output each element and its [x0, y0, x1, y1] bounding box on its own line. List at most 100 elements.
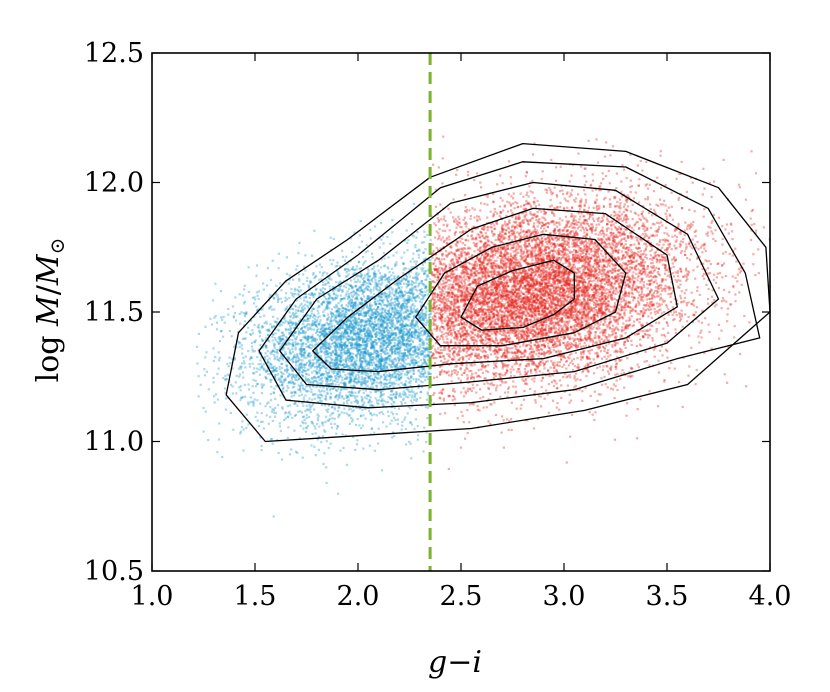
scatter-point — [402, 326, 405, 329]
scatter-point — [377, 269, 380, 272]
scatter-point — [361, 380, 364, 384]
scatter-point — [412, 292, 415, 295]
scatter-point — [403, 344, 406, 347]
scatter-point — [356, 344, 359, 347]
scatter-point — [399, 328, 402, 331]
scatter-point — [300, 328, 303, 331]
scatter-point — [327, 353, 330, 356]
scatter-point — [376, 324, 379, 327]
scatter-point — [313, 339, 316, 342]
scatter-point — [338, 328, 341, 331]
scatter-point — [395, 394, 398, 397]
scatter-point — [412, 335, 415, 338]
scatter-point — [327, 300, 330, 303]
scatter-point — [327, 345, 330, 348]
scatter-point — [379, 359, 383, 362]
scatter-point — [382, 332, 385, 335]
scatter-point — [365, 370, 368, 374]
scatter-point — [321, 329, 324, 332]
scatter-point — [417, 364, 420, 368]
scatter-point — [355, 265, 358, 268]
scatter-point — [310, 343, 313, 346]
scatter-point — [334, 342, 337, 345]
scatter-point — [348, 352, 352, 355]
scatter-point — [423, 294, 426, 297]
scatter-point — [408, 344, 411, 347]
scatter-point — [371, 364, 374, 367]
scatter-point — [390, 313, 393, 316]
scatter-point — [415, 330, 418, 333]
scatter-point — [399, 342, 402, 345]
scatter-point — [318, 323, 321, 326]
scatter-point — [391, 316, 394, 319]
scatter-point — [382, 335, 386, 338]
scatter-point — [369, 316, 373, 319]
scatter-point — [232, 316, 235, 319]
scatter-point — [342, 359, 345, 362]
scatter-point — [414, 288, 417, 291]
scatter-point — [304, 314, 307, 318]
scatter-point — [367, 352, 370, 355]
scatter-point — [321, 291, 324, 294]
scatter-point — [294, 374, 297, 377]
scatter-point — [380, 274, 383, 277]
scatter-point — [403, 338, 406, 342]
scatter-point — [315, 338, 318, 341]
scatter-point — [333, 386, 336, 389]
scatter-point — [355, 312, 359, 315]
scatter-point — [417, 314, 420, 317]
scatter-point — [316, 413, 319, 416]
scatter-point — [375, 414, 378, 417]
scatter-point — [336, 345, 339, 348]
scatter-point — [318, 321, 321, 324]
scatter-point — [414, 246, 417, 249]
scatter-point — [415, 271, 418, 274]
scatter-point — [339, 353, 342, 356]
scatter-point — [260, 365, 263, 368]
scatter-point — [391, 320, 394, 324]
scatter-point — [328, 342, 331, 345]
scatter-point — [372, 326, 375, 329]
scatter-point — [386, 357, 390, 360]
scatter-point — [334, 375, 337, 378]
scatter-point — [256, 294, 259, 297]
scatter-point — [313, 229, 316, 232]
scatter-point — [272, 297, 275, 300]
scatter-point — [270, 350, 273, 353]
scatter-point — [325, 377, 328, 381]
scatter-point — [333, 400, 336, 403]
scatter-point — [418, 292, 421, 295]
scatter-point — [350, 416, 353, 420]
scatter-point — [359, 220, 362, 223]
scatter-point — [423, 315, 426, 318]
scatter-point — [349, 326, 352, 329]
scatter-point — [335, 349, 338, 352]
scatter-point — [317, 414, 320, 418]
scatter-point — [409, 364, 412, 367]
scatter-point — [376, 311, 379, 314]
scatter-point — [369, 291, 373, 294]
scatter-point — [297, 356, 300, 359]
scatter-point — [387, 303, 390, 306]
scatter-point — [337, 289, 340, 292]
scatter-point — [330, 359, 333, 362]
scatter-point — [354, 301, 357, 304]
scatter-point — [403, 251, 406, 254]
scatter-point — [424, 332, 427, 335]
scatter-point — [356, 297, 359, 300]
scatter-point — [336, 352, 339, 355]
scatter-point — [405, 317, 408, 320]
scatter-point — [300, 363, 303, 366]
scatter-point — [362, 353, 365, 356]
scatter-point — [224, 408, 227, 411]
scatter-point — [368, 328, 371, 331]
scatter-point — [402, 333, 405, 336]
scatter-point — [299, 363, 302, 366]
scatter-point — [324, 394, 327, 397]
scatter-point — [396, 327, 399, 330]
scatter-point — [411, 334, 414, 337]
scatter-point — [275, 374, 278, 377]
scatter-point — [401, 330, 404, 333]
scatter-point — [204, 410, 207, 413]
scatter-point — [307, 319, 310, 322]
